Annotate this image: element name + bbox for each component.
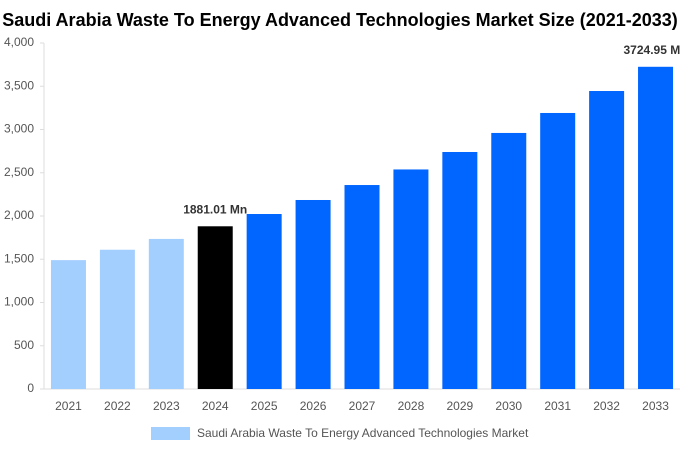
bar	[491, 132, 527, 389]
data-label: 1881.01 Mn	[183, 202, 247, 216]
x-tick-label: 2031	[544, 399, 571, 413]
bar	[99, 249, 135, 389]
bar	[540, 112, 576, 389]
chart-title: Saudi Arabia Waste To Energy Advanced Te…	[2, 10, 678, 30]
x-tick-label: 2033	[642, 399, 669, 413]
y-tick-label: 1,000	[4, 295, 34, 309]
bar	[197, 226, 233, 389]
bar	[295, 199, 331, 389]
x-tick-label: 2025	[251, 399, 278, 413]
x-tick-label: 2022	[104, 399, 131, 413]
bar	[344, 185, 380, 389]
legend-label: Saudi Arabia Waste To Energy Advanced Te…	[197, 426, 529, 440]
bar	[589, 91, 625, 389]
data-label: 3724.95 Mn	[624, 43, 680, 57]
y-tick-label: 2,000	[4, 208, 34, 222]
x-tick-label: 2026	[300, 399, 327, 413]
y-tick-label: 3,500	[4, 78, 34, 92]
bar	[148, 238, 184, 389]
legend-swatch	[151, 427, 190, 440]
x-tick-label: 2021	[55, 399, 82, 413]
x-tick-label: 2032	[593, 399, 620, 413]
x-tick-label: 2027	[349, 399, 376, 413]
x-tick-label: 2030	[495, 399, 522, 413]
bar	[393, 169, 429, 389]
y-tick-label: 1,500	[4, 251, 34, 265]
x-tick-label: 2029	[446, 399, 473, 413]
y-tick-label: 2,500	[4, 165, 34, 179]
y-tick-label: 4,000	[4, 35, 34, 49]
bar	[442, 151, 478, 389]
x-tick-label: 2024	[202, 399, 229, 413]
y-tick-label: 500	[14, 338, 34, 352]
x-tick-label: 2028	[398, 399, 425, 413]
bar	[246, 214, 282, 389]
x-tick-label: 2023	[153, 399, 180, 413]
bar	[638, 66, 674, 390]
y-tick-label: 3,000	[4, 122, 34, 136]
y-tick-label: 0	[27, 381, 34, 395]
bar	[50, 260, 86, 389]
